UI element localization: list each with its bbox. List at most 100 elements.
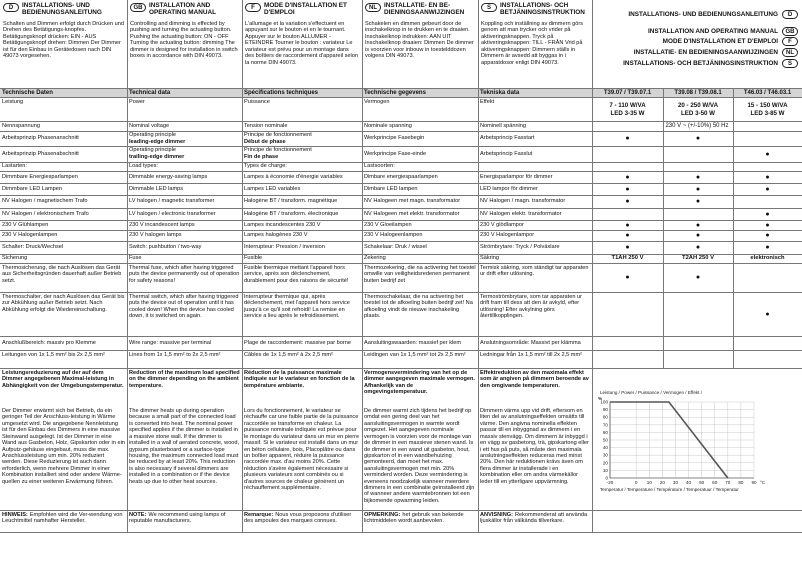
table-header-cell: Tekniska data [480,89,520,96]
y-tick-label: 100 [600,400,608,405]
lang-badge: F [245,3,261,12]
table-cell: Zekering [364,255,386,261]
table-cell: trailing-edge dimmer [129,153,185,160]
lang-badge: GB [130,3,146,12]
column-title: INSTALLATION AND OPERATING MANUAL [149,2,216,17]
table-cell: Dimbare energiespaarlampen [364,173,438,180]
support-dot: ● [625,185,630,193]
table-cell: Leitungen von 1x 1,5 mm² bis 2x 2,5 mm² [2,352,105,358]
column-title: INSTALLATIONS- UND BEDIENUNGSANLEITUNG [22,2,102,17]
table-cell: Types de charge: [244,163,287,169]
hline [0,336,802,337]
note: HINWEIS: Empfohlen wird die Ver-wendung v… [2,512,125,525]
hline [0,97,802,98]
table-cell: NV Halogeen met magn. transformator [364,198,461,204]
support-dot: ● [695,244,701,251]
x-tick-label: 0 [635,480,638,485]
table-cell: Anslutningsområde: Massivt per klämma [480,339,581,346]
note-text: het gebruik van bekende lichtmiddelen wo… [364,512,464,525]
hline [0,350,802,351]
x-tick-label: 80 [738,480,744,485]
support-dot: ● [695,198,701,205]
table-cell: Fin de phase [244,153,279,160]
support-dot: ● [765,232,770,239]
hline [0,162,802,163]
table-header-cell: Technische Daten [2,89,53,96]
x-tick-label: 40 [686,480,692,485]
note-label: NOTE: [129,512,147,518]
note: OPMERKING: het gebruik van bekende lichtm… [364,512,476,525]
lang-badge: F [782,37,798,46]
table-cell: Principe de fonctionnement [244,147,312,153]
vline [127,0,128,532]
table-cell: Vermogen [364,99,390,105]
product-value: T1AH 250 V [611,255,644,261]
table-cell: NV Halogen / elektronischem Trafo [2,210,89,217]
hline [0,263,802,264]
x-unit: °C [760,480,766,485]
intro-text: L'allumage et la variation s'effectuent … [245,21,359,66]
table-cell: Interrupteur thermique qui, après déclen… [244,294,350,320]
vline [478,0,479,532]
manual-title: MODE D'INSTALLATION ET D'EMPLOI [662,38,778,45]
derating-text: Der Dimmer erwärmt sich bei Betrieb, da … [2,408,125,485]
table-cell: leading-edge dimmer [129,138,186,145]
support-dot: ● [695,274,701,281]
hline [0,171,802,172]
y-tick-label: 60 [603,430,609,435]
hline [0,368,802,369]
table-cell: Thermozekering, die na activering het to… [364,265,476,284]
derating-heading: Vermogensvermindering van het op de dimm… [364,370,475,396]
table-cell: Aansluitingswaarden: massief per klem [364,339,462,346]
support-dot: ● [695,185,701,193]
table-cell: 230 V glödlampor [480,221,524,228]
y-tick-label: 30 [603,453,609,458]
table-cell: LED lampor för dimmer [480,185,538,192]
table-cell: Anschlußbereich: massiv pro Klemme [2,339,96,346]
product-value: 7 - 110 W/VA [609,102,646,109]
vline [362,0,363,532]
support-dot: ● [625,274,630,281]
table-cell: Lines from 1x 1,5 mm² to 2x 2,5 mm² [129,352,221,358]
table-cell: Arbetsprincip Fasstart [480,135,535,141]
table-cell: Fusible [244,255,263,261]
table-cell: Thermosicherung, die nach Auslösen das G… [2,265,122,284]
note: ANVISNING: Rekommenderat att använda ljus… [480,512,590,525]
table-cell: NV Halogeen met elektr. transformator [364,210,460,217]
table-cell: Câbles de 1x 1,5 mm² à 2x 2,5 mm² [244,352,333,358]
note: NOTE: We recommend using lamps of reputab… [129,512,240,525]
table-cell: Thermal fuse, which after having trigger… [129,265,240,284]
derating-heading: Effektreduktion av den maximala effekt s… [480,370,589,389]
hline [0,195,802,196]
support-dot: ● [695,173,701,181]
table-cell: Principe de fonctionnement [244,132,312,138]
product-value: LED 3-35 W [610,110,645,117]
table-cell: Puissance [244,99,270,105]
table-cell: Nominale spanning [364,122,412,129]
note-label: Remarque: [244,512,274,518]
table-cell: Thermal switch, which after having trigg… [129,294,239,320]
hline [0,208,802,209]
x-tick-label: -20 [607,480,614,485]
table-cell: Arbeitsprinzip Phasenabschnitt [2,150,79,157]
column-title: INSTALLATIONS- OCH BETJÄNINGSINSTRUKTION [500,2,585,17]
intro-text: Schalten und Dimmen erfolgt durch Drücke… [3,21,124,60]
table-cell: Lastarten: [2,163,27,169]
table-cell: Schakelaar: Druk / wissel [364,244,427,250]
table-cell: Fuse [129,255,142,261]
vline [663,88,664,368]
table-cell: Arbetsprincip Fasslut [480,150,533,157]
support-dot: ● [765,310,770,318]
table-cell: Plage de raccordement: massive par borne [244,339,351,346]
x-tick-label: 30 [673,480,679,485]
table-cell: NV Halogen elektr. transformator [480,210,562,217]
table-cell: Halogène BT / transform. magnétique [244,198,338,204]
intro-text: Schakelen en dimmen gebeurt door de insc… [365,21,474,60]
column-title: MODE D'INSTALLATION ET D'EMPLOI [264,2,347,17]
derating-text: The dimmer heats up during operation bec… [129,408,240,485]
x-tick-label: 70 [725,480,731,485]
note-label: ANVISNING: [480,512,513,518]
hline [0,532,802,533]
table-cell: Schalter: Druck/Wechsel [2,244,64,250]
y-tick-label: 20 [603,460,609,465]
